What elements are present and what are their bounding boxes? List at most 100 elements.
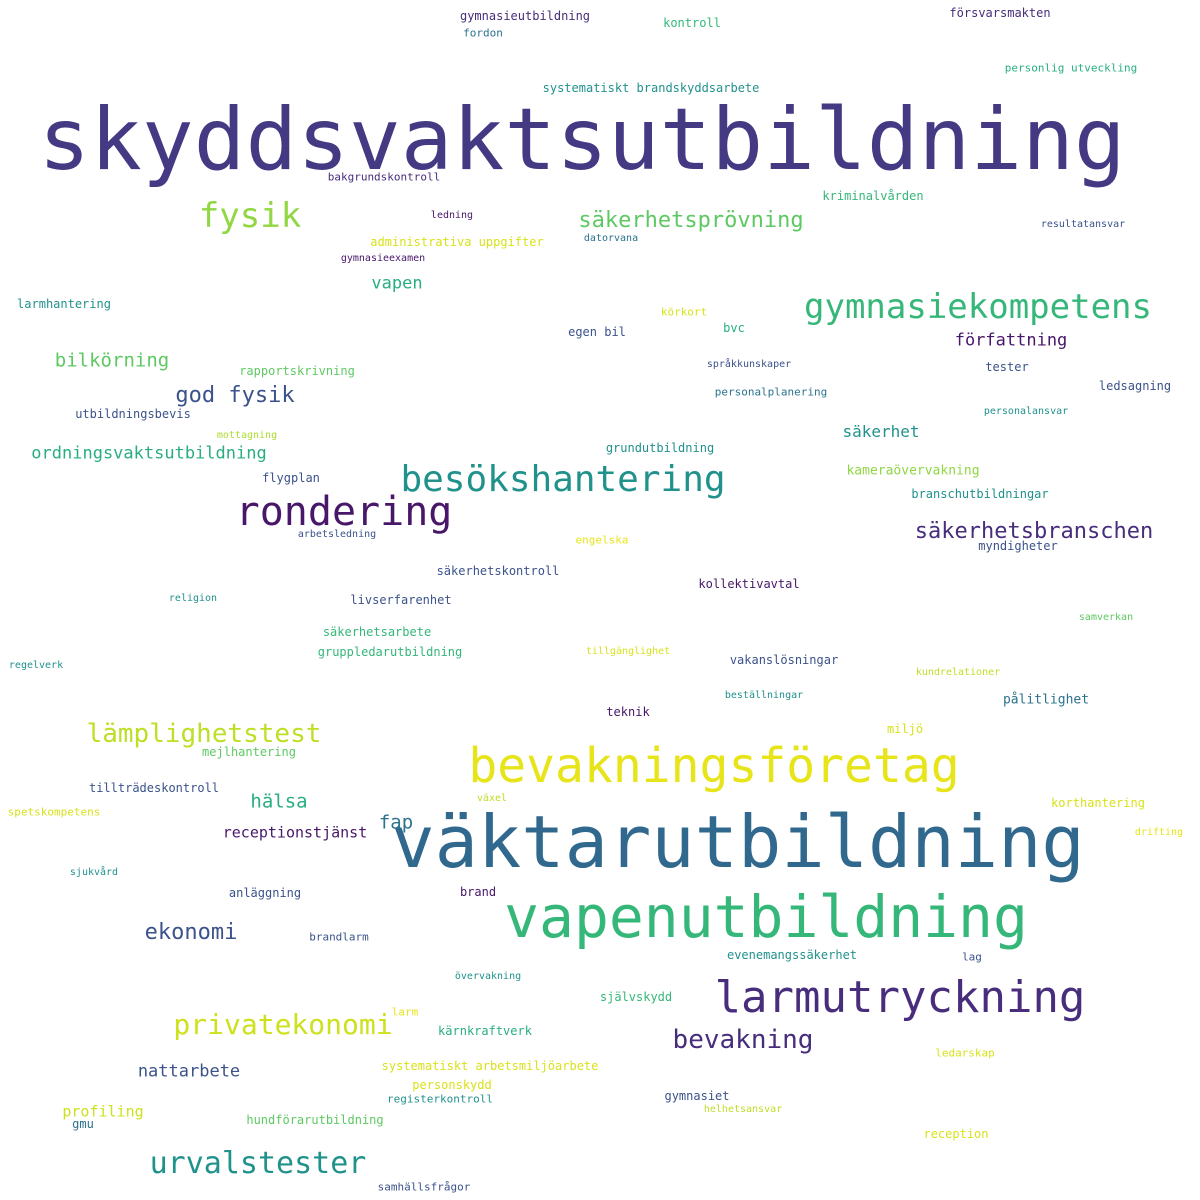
- cloud-word: registerkontroll: [387, 1092, 493, 1106]
- cloud-word: kriminalvården: [822, 189, 924, 203]
- cloud-word: gymnasieutbildning: [459, 9, 591, 23]
- cloud-word: engelska: [575, 533, 629, 547]
- cloud-word: vakanslösningar: [729, 653, 839, 667]
- cloud-word: gmu: [72, 1117, 94, 1131]
- cloud-word: säkerhetsprövning: [578, 208, 804, 233]
- cloud-word: kundrelationer: [915, 667, 1001, 678]
- cloud-word: bakgrundskontroll: [327, 170, 441, 184]
- cloud-word: religion: [168, 593, 218, 604]
- cloud-word: reception: [923, 1127, 989, 1141]
- cloud-word: grundutbildning: [605, 441, 715, 455]
- cloud-word: fordon: [463, 26, 503, 40]
- cloud-word: pålitlighet: [1002, 692, 1090, 708]
- cloud-word: rapportskrivning: [239, 364, 355, 378]
- cloud-word: god fysik: [175, 383, 295, 408]
- cloud-word: arbetsledning: [297, 529, 377, 540]
- cloud-word: gymnasiekompetens: [804, 287, 1152, 327]
- cloud-word: hälsa: [250, 790, 308, 813]
- cloud-word: personalplanering: [714, 385, 828, 399]
- cloud-word: tester: [985, 360, 1029, 374]
- cloud-word: larmutryckning: [714, 972, 1086, 1023]
- cloud-word: körkort: [660, 305, 708, 319]
- cloud-word: fysik: [198, 196, 302, 236]
- cloud-word: gruppledarutbildning: [317, 645, 463, 659]
- cloud-word: författning: [954, 330, 1068, 351]
- cloud-word: livserfarenhet: [350, 593, 452, 607]
- cloud-word: utbildningsbevis: [75, 407, 191, 421]
- cloud-word: vapenutbildning: [504, 883, 1028, 951]
- cloud-word: kärnkraftverk: [438, 1024, 532, 1038]
- cloud-word: datorvana: [583, 233, 639, 244]
- cloud-word: nattarbete: [137, 1061, 241, 1082]
- cloud-word: samverkan: [1078, 612, 1134, 623]
- cloud-word: besökshantering: [400, 459, 726, 500]
- cloud-word: växel: [476, 793, 508, 804]
- cloud-word: lag: [962, 950, 982, 964]
- cloud-word: brandlarm: [309, 930, 369, 944]
- cloud-word: spetskompetens: [7, 805, 101, 819]
- cloud-word: övervakning: [454, 971, 522, 982]
- cloud-word: myndigheter: [978, 539, 1058, 553]
- cloud-word: gymnasiet: [664, 1089, 730, 1103]
- cloud-word: korthantering: [1051, 796, 1145, 810]
- cloud-word: försvarsmakten: [949, 6, 1051, 20]
- cloud-word: säkerhetskontroll: [436, 564, 560, 578]
- cloud-word: teknik: [606, 705, 650, 719]
- cloud-word: drifting: [1134, 827, 1184, 838]
- cloud-word: tillträdeskontroll: [88, 781, 220, 795]
- cloud-word: kameraövervakning: [846, 463, 980, 479]
- cloud-word: skyddsvaktsutbildning: [38, 90, 1126, 190]
- cloud-word: språkkunskaper: [706, 359, 792, 370]
- cloud-word: larm: [391, 1005, 419, 1019]
- cloud-word: säkerhetsbranschen: [914, 519, 1154, 544]
- cloud-word: väktarutbildning: [391, 800, 1085, 884]
- cloud-word: personlig utveckling: [1004, 61, 1138, 75]
- cloud-word: administrativa uppgifter: [370, 235, 544, 249]
- cloud-word: beställningar: [724, 690, 804, 701]
- cloud-word: regelverk: [8, 660, 64, 671]
- cloud-word: privatekonomi: [173, 1008, 393, 1041]
- cloud-word: hundförarutbildning: [246, 1113, 384, 1127]
- cloud-word: larmhantering: [17, 297, 111, 311]
- cloud-word: brand: [459, 885, 497, 899]
- cloud-word: ledsagning: [1098, 379, 1172, 393]
- cloud-word: rondering: [235, 489, 453, 535]
- cloud-word: evenemangssäkerhet: [726, 948, 858, 962]
- cloud-word: bevakningsföretag: [468, 738, 960, 794]
- cloud-word: kontroll: [663, 16, 721, 30]
- cloud-word: säkerhet: [842, 422, 920, 441]
- cloud-word: mottagning: [216, 430, 278, 441]
- cloud-word: profiling: [62, 1102, 144, 1121]
- cloud-word: gymnasieexamen: [340, 253, 426, 264]
- cloud-word: systematiskt arbetsmiljöarbete: [381, 1059, 599, 1073]
- cloud-word: samhällsfrågor: [377, 1180, 471, 1194]
- cloud-word: lämplighetstest: [86, 719, 322, 749]
- cloud-word: egen bil: [568, 325, 626, 339]
- cloud-word: personskydd: [412, 1078, 492, 1092]
- cloud-word: miljö: [886, 722, 924, 736]
- cloud-word: vapen: [371, 273, 423, 294]
- cloud-word: systematiskt brandskyddsarbete: [542, 81, 760, 95]
- cloud-word: branschutbildningar: [911, 487, 1049, 501]
- cloud-word: flygplan: [262, 471, 320, 485]
- cloud-word: mejlhantering: [202, 745, 296, 759]
- cloud-word: anläggning: [228, 886, 302, 900]
- cloud-word: ledarskap: [935, 1046, 995, 1060]
- cloud-word: bilkörning: [54, 349, 170, 372]
- cloud-word: ordningsvaktsutbildning: [31, 443, 267, 464]
- cloud-word: helhetsansvar: [703, 1104, 783, 1115]
- cloud-word: fap: [378, 811, 414, 834]
- cloud-word: ledning: [430, 210, 474, 221]
- cloud-word: säkerhetsarbete: [322, 625, 432, 639]
- cloud-word: personalansvar: [983, 406, 1069, 417]
- cloud-word: urvalstester: [149, 1146, 367, 1181]
- cloud-word: självskydd: [599, 990, 673, 1004]
- cloud-word: receptionstjänst: [222, 823, 368, 842]
- cloud-word: ekonomi: [144, 920, 238, 945]
- cloud-word: bvc: [723, 321, 745, 335]
- cloud-word: sjukvård: [69, 867, 119, 878]
- cloud-word: resultatansvar: [1040, 219, 1126, 230]
- cloud-word: bevakning: [672, 1025, 814, 1055]
- cloud-word: tillgänglighet: [585, 646, 671, 657]
